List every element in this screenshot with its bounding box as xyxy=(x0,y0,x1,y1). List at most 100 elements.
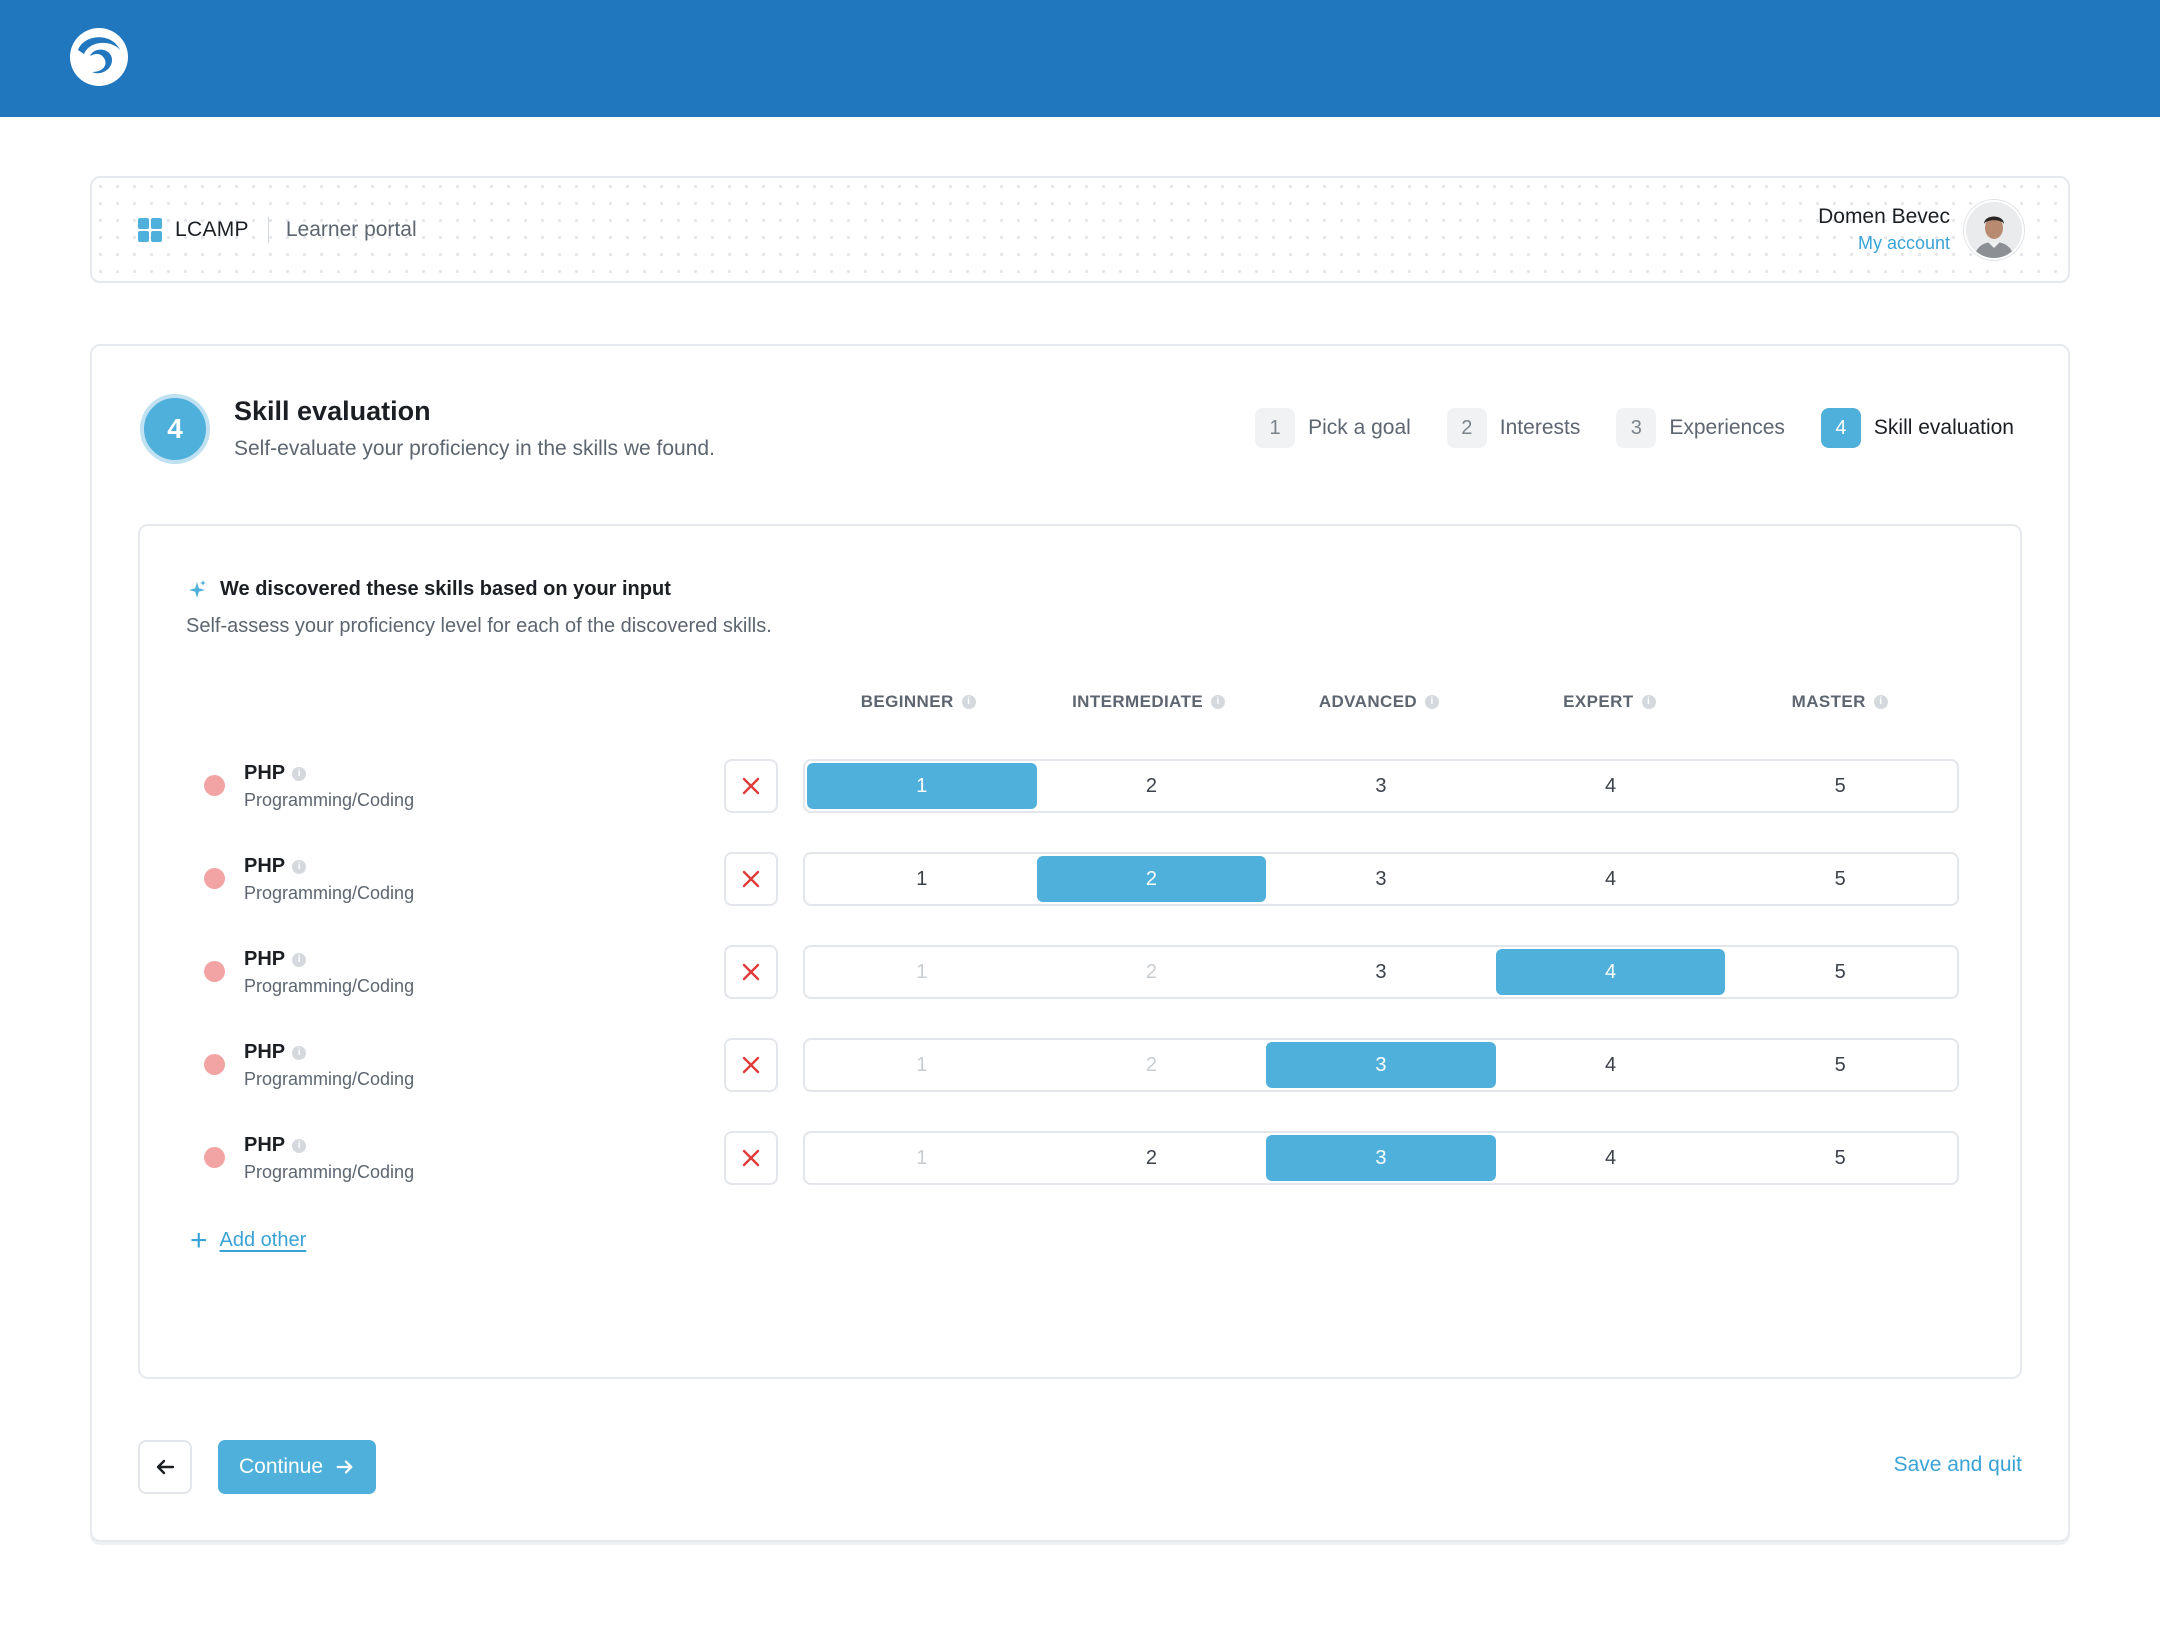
proficiency-option-3[interactable]: 3 xyxy=(1375,867,1387,890)
skill-name-text: PHP xyxy=(244,1134,286,1156)
skill-status-dot xyxy=(204,961,225,982)
proficiency-option-3[interactable]: 3 xyxy=(1375,774,1387,797)
close-icon xyxy=(742,1056,760,1074)
level-header-intermediate: INTERMEDIATE i xyxy=(1033,692,1263,712)
avatar[interactable] xyxy=(1964,200,2024,260)
proficiency-option-1[interactable]: 1 xyxy=(916,867,928,890)
proficiency-option-2[interactable]: 2 xyxy=(1145,1146,1157,1169)
proficiency-scale: 1 2 3 4 5 xyxy=(803,852,1959,906)
continue-button[interactable]: Continue xyxy=(218,1440,376,1494)
proficiency-option-4[interactable]: 4 xyxy=(1605,867,1617,890)
user-avatar-icon xyxy=(1966,202,2022,258)
skill-category: Programming/Coding xyxy=(244,790,415,810)
skill-category: Programming/Coding xyxy=(244,883,415,903)
remove-skill-button[interactable] xyxy=(724,1038,778,1092)
back-button[interactable] xyxy=(138,1440,192,1494)
user-info: Domen Bevec My account xyxy=(1818,204,1950,256)
proficiency-option-5[interactable]: 5 xyxy=(1834,774,1846,797)
level-header-beginner: BEGINNER i xyxy=(803,692,1033,712)
swirl-logo-icon[interactable] xyxy=(68,26,130,88)
remove-skill-button[interactable] xyxy=(724,1131,778,1185)
skill-row: PHP i Programming/Coding 1 2 3 4 5 xyxy=(140,758,2020,814)
skill-category: Programming/Coding xyxy=(244,1162,415,1182)
add-other-button[interactable]: + Add other xyxy=(190,1223,306,1257)
remove-skill-button[interactable] xyxy=(724,945,778,999)
portal-name: Learner portal xyxy=(285,217,417,241)
proficiency-option-5[interactable]: 5 xyxy=(1834,1053,1846,1076)
divider xyxy=(267,216,269,243)
my-account-link[interactable]: My account xyxy=(1857,233,1950,253)
stepper-item-interests[interactable]: 2 Interests xyxy=(1446,408,1580,448)
skill-row: PHP i Programming/Coding 1 2 3 4 5 xyxy=(140,1130,2020,1186)
info-icon[interactable]: i xyxy=(292,952,307,967)
info-icon[interactable]: i xyxy=(292,1138,307,1153)
user-name: Domen Bevec xyxy=(1818,205,1950,228)
proficiency-option-4[interactable]: 4 xyxy=(1605,1146,1617,1169)
proficiency-option-3[interactable]: 3 xyxy=(1266,1042,1496,1088)
page-subtitle: Self-evaluate your proficiency in the sk… xyxy=(234,437,715,460)
discovery-subtitle: Self-assess your proficiency level for e… xyxy=(186,615,772,637)
proficiency-option-5[interactable]: 5 xyxy=(1834,867,1846,890)
proficiency-option-5[interactable]: 5 xyxy=(1834,960,1846,983)
arrow-right-icon xyxy=(335,1457,355,1477)
proficiency-option-2[interactable]: 2 xyxy=(1145,1053,1157,1076)
info-icon[interactable]: i xyxy=(1425,695,1440,709)
info-icon[interactable]: i xyxy=(292,859,307,874)
skill-status-dot xyxy=(204,1054,225,1075)
stepper-item-pick-a-goal[interactable]: 1 Pick a goal xyxy=(1255,408,1411,448)
skill-row: PHP i Programming/Coding 1 2 3 4 5 xyxy=(140,944,2020,1000)
close-icon xyxy=(742,963,760,981)
skill-evaluation-card: 4 Skill evaluation Self-evaluate your pr… xyxy=(90,344,2070,1542)
proficiency-option-1[interactable]: 1 xyxy=(916,1053,928,1076)
save-and-quit-link[interactable]: Save and quit xyxy=(1893,1453,2022,1476)
proficiency-option-4[interactable]: 4 xyxy=(1495,949,1726,995)
info-icon[interactable]: i xyxy=(292,766,307,781)
proficiency-option-1[interactable]: 1 xyxy=(916,1146,928,1169)
proficiency-option-2[interactable]: 2 xyxy=(1145,774,1157,797)
info-icon[interactable]: i xyxy=(1641,695,1656,709)
progress-stepper: 1 Pick a goal 2 Interests 3 Experiences … xyxy=(1219,408,2014,448)
brand[interactable]: LCAMP Learner portal xyxy=(138,178,417,281)
arrow-left-icon xyxy=(156,1459,175,1475)
proficiency-option-5[interactable]: 5 xyxy=(1834,1146,1846,1169)
skill-status-dot xyxy=(204,775,225,796)
level-header-master: MASTER i xyxy=(1725,692,1955,712)
plus-icon: + xyxy=(190,1223,208,1257)
stepper-item-experiences[interactable]: 3 Experiences xyxy=(1616,408,1785,448)
skill-name: PHP i xyxy=(244,762,307,785)
proficiency-option-1[interactable]: 1 xyxy=(807,763,1037,809)
proficiency-option-2[interactable]: 2 xyxy=(1145,960,1157,983)
portal-header: LCAMP Learner portal Domen Bevec My acco… xyxy=(90,176,2070,283)
skill-name-text: PHP xyxy=(244,762,286,784)
skill-name-text: PHP xyxy=(244,1041,286,1063)
proficiency-option-3[interactable]: 3 xyxy=(1375,960,1387,983)
remove-skill-button[interactable] xyxy=(724,759,778,813)
skill-name: PHP i xyxy=(244,855,307,878)
proficiency-option-1[interactable]: 1 xyxy=(916,960,928,983)
proficiency-scale: 1 2 3 4 5 xyxy=(803,1131,1959,1185)
info-icon[interactable]: i xyxy=(961,695,976,709)
stepper-item-skill-evaluation[interactable]: 4 Skill evaluation xyxy=(1820,408,2014,448)
stepper-number: 1 xyxy=(1255,408,1296,448)
stepper-label: Pick a goal xyxy=(1308,416,1411,439)
remove-skill-button[interactable] xyxy=(724,852,778,906)
proficiency-option-4[interactable]: 4 xyxy=(1605,774,1617,797)
info-icon[interactable]: i xyxy=(292,1045,307,1060)
proficiency-option-4[interactable]: 4 xyxy=(1605,1053,1617,1076)
stepper-label: Experiences xyxy=(1669,416,1785,439)
discovery-title: We discovered these skills based on your… xyxy=(220,578,671,600)
level-label: ADVANCED xyxy=(1318,692,1418,711)
info-icon[interactable]: i xyxy=(1873,695,1888,709)
proficiency-scale: 1 2 3 4 5 xyxy=(803,945,1959,999)
skill-name-text: PHP xyxy=(244,855,286,877)
level-label: INTERMEDIATE xyxy=(1072,692,1204,711)
info-icon[interactable]: i xyxy=(1211,695,1226,709)
proficiency-option-2[interactable]: 2 xyxy=(1036,856,1267,902)
skill-row: PHP i Programming/Coding 1 2 3 4 5 xyxy=(140,1037,2020,1093)
proficiency-option-3[interactable]: 3 xyxy=(1266,1135,1496,1181)
skill-status-dot xyxy=(204,1147,225,1168)
brand-name: LCAMP xyxy=(175,217,249,241)
proficiency-level-headers: BEGINNER i INTERMEDIATE i ADVANCED i EXPERT… xyxy=(803,692,1955,712)
top-bar xyxy=(0,0,2160,117)
skill-category: Programming/Coding xyxy=(244,976,415,996)
